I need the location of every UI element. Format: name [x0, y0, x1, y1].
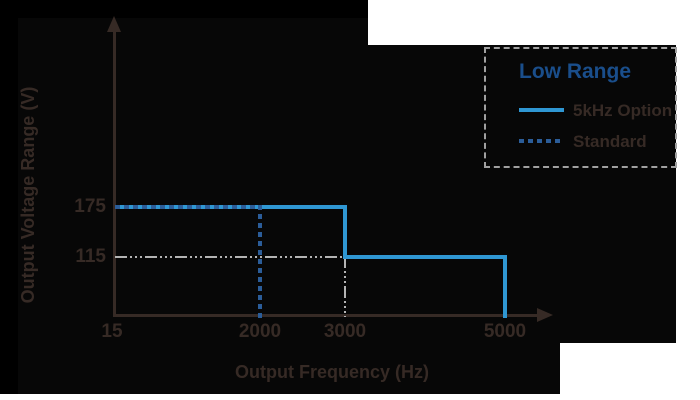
legend-sample-solid-line	[519, 108, 564, 112]
series-segment-standard	[115, 205, 260, 209]
y-axis-line	[113, 30, 116, 317]
series-segment-5khz-option	[503, 255, 507, 318]
series-segment-5khz-option	[345, 255, 505, 259]
y-axis-arrow-icon	[107, 16, 121, 32]
series-segment-115v-reference	[344, 256, 346, 317]
x-tick-label-5000: 5000	[483, 321, 527, 342]
x-tick-label-2000: 2000	[238, 321, 282, 342]
y-tick-label-115: 115	[75, 246, 106, 267]
x-tick-label-3000: 3000	[323, 321, 367, 342]
legend-label-standard: Standard	[573, 132, 647, 151]
legend-title: Low Range	[519, 60, 632, 83]
x-axis-line	[113, 314, 538, 317]
x-tick-label-15: 15	[101, 321, 123, 342]
legend-label-5khz-option: 5kHz Option	[573, 101, 673, 120]
legend-box: Low Range 5kHz Option Standard	[484, 47, 677, 168]
background-white-right-edge	[676, 0, 700, 400]
background-white-top-right	[368, 0, 700, 45]
series-segment-5khz-option	[343, 205, 347, 259]
x-axis-title: Output Frequency (Hz)	[235, 362, 429, 382]
legend-sample-dashed-line	[519, 139, 564, 143]
background-white-bottom-right	[560, 343, 700, 400]
series-segment-standard	[258, 205, 262, 318]
series-segment-115v-reference	[115, 256, 345, 258]
x-axis-arrow-icon	[537, 308, 553, 322]
y-tick-label-175: 175	[74, 196, 106, 217]
background-white-bottom-strip	[0, 394, 700, 400]
